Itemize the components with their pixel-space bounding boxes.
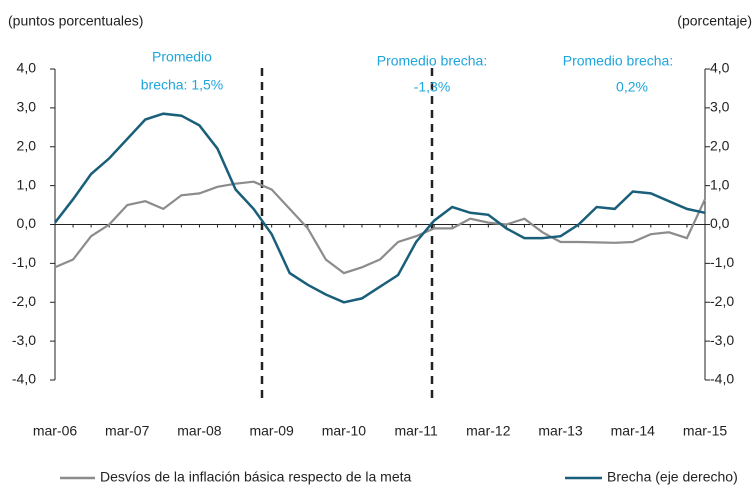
line-series: [54, 112, 706, 304]
y2-axis-label: (porcentaje): [677, 13, 752, 29]
y2-tick-label: 2,0: [710, 137, 730, 153]
line-series: [54, 180, 706, 275]
annotation: Promedio brecha:: [563, 53, 674, 69]
x-tick-label: mar-06: [33, 423, 78, 439]
y-tick-label: 2,0: [17, 137, 37, 153]
x-tick-label: mar-14: [611, 423, 656, 439]
x-tick-label: mar-08: [177, 423, 222, 439]
x-tick-label: mar-10: [322, 423, 367, 439]
y-tick-label: 0,0: [17, 215, 37, 231]
y2-tick-label: 4,0: [710, 60, 730, 76]
annotation: 0,2%: [616, 79, 648, 95]
legend-label: Brecha (eje derecho): [607, 469, 738, 485]
x-tick-label: mar-15: [683, 423, 728, 439]
legend-label: Desvíos de la inflación básica respecto …: [100, 469, 411, 485]
y2-tick-label: 3,0: [710, 99, 730, 115]
x-tick-label: mar-11: [394, 423, 438, 439]
y-tick-label: -1,0: [12, 254, 36, 270]
x-tick-label: mar-13: [538, 423, 583, 439]
y2-tick-label: 1,0: [710, 176, 730, 192]
annotation: Promedio: [152, 49, 212, 65]
y2-tick-label: -4,0: [710, 371, 734, 387]
annotation: Promedio brecha:: [377, 53, 488, 69]
y2-tick-label: -3,0: [710, 332, 734, 348]
y2-tick-label: 0,0: [710, 215, 730, 231]
annotation: -1,3%: [414, 79, 451, 95]
x-tick-label: mar-09: [249, 423, 294, 439]
y-tick-label: -2,0: [12, 293, 36, 309]
y2-tick-label: -2,0: [710, 293, 734, 309]
y-tick-label: -3,0: [12, 332, 36, 348]
y-tick-label: 3,0: [17, 99, 37, 115]
annotation: brecha: 1,5%: [141, 77, 224, 93]
y2-tick-label: -1,0: [710, 254, 734, 270]
x-tick-label: mar-12: [466, 423, 511, 439]
y-tick-label: 1,0: [17, 176, 37, 192]
y-axis-label: (puntos porcentuales): [8, 13, 143, 29]
y-tick-label: 4,0: [17, 60, 37, 76]
y-tick-label: -4,0: [12, 371, 36, 387]
x-tick-label: mar-07: [105, 423, 150, 439]
